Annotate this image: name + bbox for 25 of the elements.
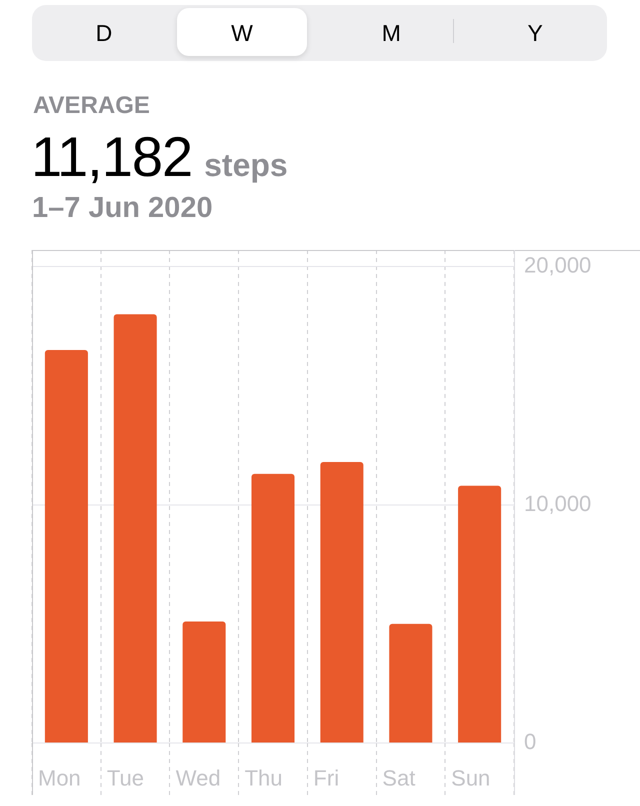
bar: [458, 486, 502, 742]
text: 11,182: [31, 125, 192, 188]
text: M: [382, 20, 401, 46]
bar: [182, 622, 226, 742]
text: Y: [527, 20, 543, 46]
chart-title: AVERAGE: [33, 92, 150, 119]
x-tick-label: Wed: [176, 765, 221, 790]
bar: [251, 474, 295, 742]
text: D: [96, 20, 112, 46]
bar: [389, 624, 432, 742]
y-tick-label: 20,000: [524, 252, 592, 278]
x-tick-label: Thu: [244, 765, 282, 790]
y-tick-label: 10,000: [524, 490, 592, 516]
text: W: [231, 20, 253, 46]
x-tick-label: Sun: [451, 765, 490, 790]
text: steps: [204, 147, 288, 183]
bar: [114, 314, 157, 742]
chart-subtitle: 1–7 Jun 2020: [32, 192, 213, 224]
x-tick-label: Mon: [38, 765, 81, 790]
x-tick-label: Fri: [313, 765, 340, 790]
y-tick-label: 0: [524, 729, 536, 754]
x-tick-label: Sat: [382, 765, 416, 790]
bar: [320, 462, 364, 742]
bar: [44, 350, 88, 742]
x-tick-label: Tue: [106, 765, 144, 790]
